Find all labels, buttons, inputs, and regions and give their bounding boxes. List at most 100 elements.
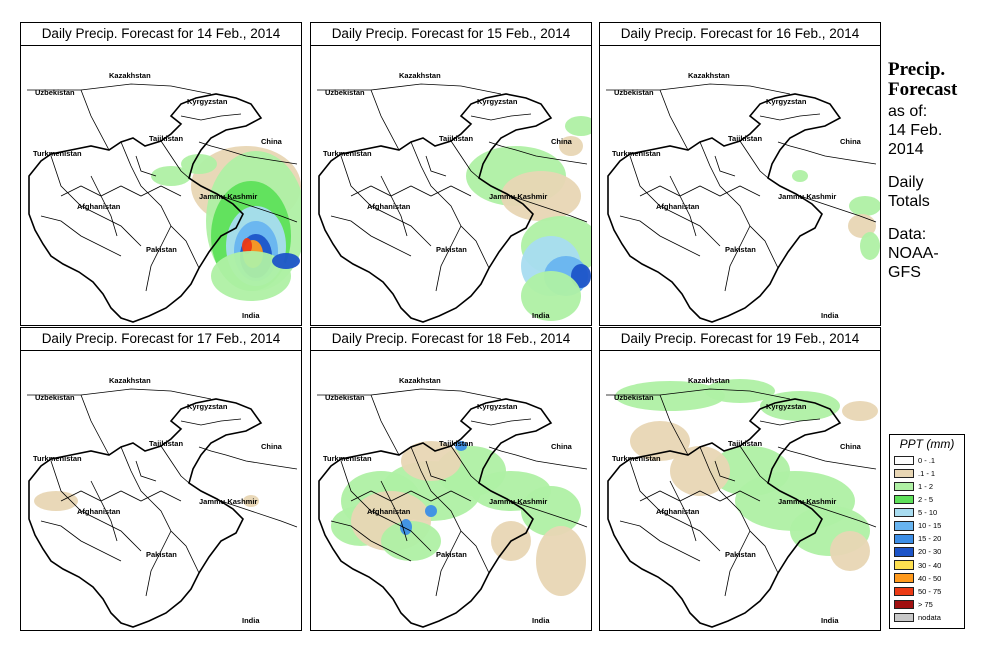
- border-line: [699, 446, 779, 574]
- precip-map: Kazakhstan Uzbekistan Kyrgyzstan Tajikistan…: [606, 376, 878, 628]
- legend-swatch: [894, 455, 914, 466]
- precip-field: [571, 264, 591, 288]
- label-jammu-kashmir: Jammu Kashmir: [778, 192, 836, 201]
- label-pakistan: Pakistan: [146, 550, 177, 559]
- border-line: [370, 89, 400, 151]
- precip-field: [521, 486, 581, 536]
- label-pakistan: Pakistan: [436, 245, 467, 254]
- label-tajikistan: Tajikistan: [149, 134, 183, 143]
- label-jammu-kashmir: Jammu Kashmir: [489, 192, 547, 201]
- border-line: [714, 155, 736, 177]
- legend-swatch: [894, 507, 914, 518]
- border-line: [777, 141, 877, 165]
- label-india: India: [242, 311, 260, 320]
- label-tajikistan: Tajikistan: [149, 439, 183, 448]
- border-line: [80, 394, 110, 456]
- border-line: [759, 113, 821, 121]
- border-line: [669, 480, 697, 542]
- precip-field: [849, 196, 880, 216]
- label-kazakhstan: Kazakhstan: [688, 71, 730, 80]
- label-kazakhstan: Kazakhstan: [399, 376, 441, 385]
- border-line: [450, 445, 480, 484]
- legend-item: 30 - 40: [894, 560, 941, 571]
- legend-swatch: [894, 547, 914, 557]
- border-line: [410, 141, 490, 269]
- country-outline: [28, 398, 263, 628]
- legend-swatch: [894, 560, 914, 570]
- precip-field: [760, 391, 840, 421]
- border-line: [180, 113, 242, 121]
- legend-item: 1 - 2: [894, 481, 933, 492]
- border-line: [606, 83, 791, 95]
- precip-map: Kazakhstan Uzbekistan Kyrgyzstan Tajikistan…: [27, 376, 298, 628]
- totals-label: Totals: [888, 193, 930, 210]
- side-heading-1: Precip.: [888, 59, 946, 80]
- precip-field: [792, 170, 808, 182]
- border-line: [739, 445, 769, 484]
- border-line: [714, 460, 736, 482]
- panel-title: Daily Precip. Forecast for 18 Feb., 2014: [311, 328, 591, 351]
- label-jammu-kashmir: Jammu Kashmir: [199, 497, 257, 506]
- precip-map: Kazakhstan Uzbekistan Kyrgyzstan Tajikistan…: [606, 71, 880, 323]
- border-line: [510, 195, 588, 223]
- precip-field: [565, 116, 591, 136]
- border-line: [60, 490, 182, 502]
- precip-field: [272, 253, 300, 269]
- border-line: [606, 388, 791, 400]
- border-line: [410, 446, 490, 574]
- border-line: [488, 446, 588, 470]
- label-tajikistan: Tajikistan: [439, 439, 473, 448]
- legend-item: .1 - 1: [894, 468, 935, 479]
- as-of-label: as of:: [888, 103, 928, 120]
- forecast-panel-17feb: Daily Precip. Forecast for 17 Feb., 2014…: [20, 327, 302, 631]
- border-line: [145, 225, 172, 292]
- precip-legend: PPT (mm) 0 - .1 .1 - 1 1 - 2 2 - 5 5 - 10 10 …: [889, 434, 965, 629]
- label-kyrgyzstan: Kyrgyzstan: [766, 97, 807, 106]
- label-pakistan: Pakistan: [725, 550, 756, 559]
- label-afghanistan: Afghanistan: [77, 507, 121, 516]
- label-china: China: [261, 442, 283, 451]
- border-line: [435, 225, 462, 292]
- legend-label: 50 - 75: [918, 586, 942, 596]
- border-line: [120, 446, 200, 574]
- precip-field: [705, 379, 775, 403]
- precip-map: Kazakhstan Uzbekistan Kyrgyzstan Tajikistan…: [317, 376, 588, 628]
- border-line: [425, 155, 447, 177]
- legend-label: 5 - 10: [918, 508, 938, 518]
- border-line: [198, 446, 298, 470]
- border-line: [90, 480, 118, 542]
- border-line: [470, 418, 532, 426]
- legend-swatch: [894, 586, 914, 597]
- precip-map: Kazakhstan Uzbekistan Kyrgyzstan Tajikistan…: [317, 71, 591, 323]
- border-line: [160, 140, 190, 179]
- label-india: India: [242, 616, 260, 625]
- border-line: [777, 446, 877, 470]
- precip-field: [243, 495, 259, 507]
- border-line: [659, 394, 689, 456]
- label-pakistan: Pakistan: [146, 245, 177, 254]
- forecast-panel-16feb: Daily Precip. Forecast for 16 Feb., 2014…: [599, 22, 881, 326]
- border-line: [619, 215, 701, 257]
- legend-item: 40 - 50: [894, 573, 941, 584]
- label-china: China: [840, 137, 862, 146]
- forecast-panel-15feb: Daily Precip. Forecast for 15 Feb., 2014…: [310, 22, 592, 326]
- label-kazakhstan: Kazakhstan: [109, 376, 151, 385]
- label-turkmenistan: Turkmenistan: [33, 454, 82, 463]
- label-jammu-kashmir: Jammu Kashmir: [199, 192, 257, 201]
- legend-label: .1 - 1: [918, 468, 936, 478]
- legend-swatch: [894, 612, 914, 623]
- source-label-1: NOAA-: [888, 245, 939, 262]
- side-heading-2: Forecast: [888, 79, 958, 100]
- data-label: Data:: [888, 226, 927, 243]
- label-kyrgyzstan: Kyrgyzstan: [766, 402, 807, 411]
- border-line: [799, 500, 877, 528]
- legend-label: 30 - 40: [918, 560, 942, 570]
- border-line: [50, 155, 142, 247]
- border-line: [340, 460, 432, 552]
- label-uzbekistan: Uzbekistan: [614, 393, 654, 402]
- legend-label: nodata: [918, 612, 941, 622]
- as-of-date-1: 14 Feb.: [888, 122, 943, 139]
- label-afghanistan: Afghanistan: [656, 202, 700, 211]
- border-line: [198, 141, 298, 165]
- legend-item: 15 - 20: [894, 534, 941, 545]
